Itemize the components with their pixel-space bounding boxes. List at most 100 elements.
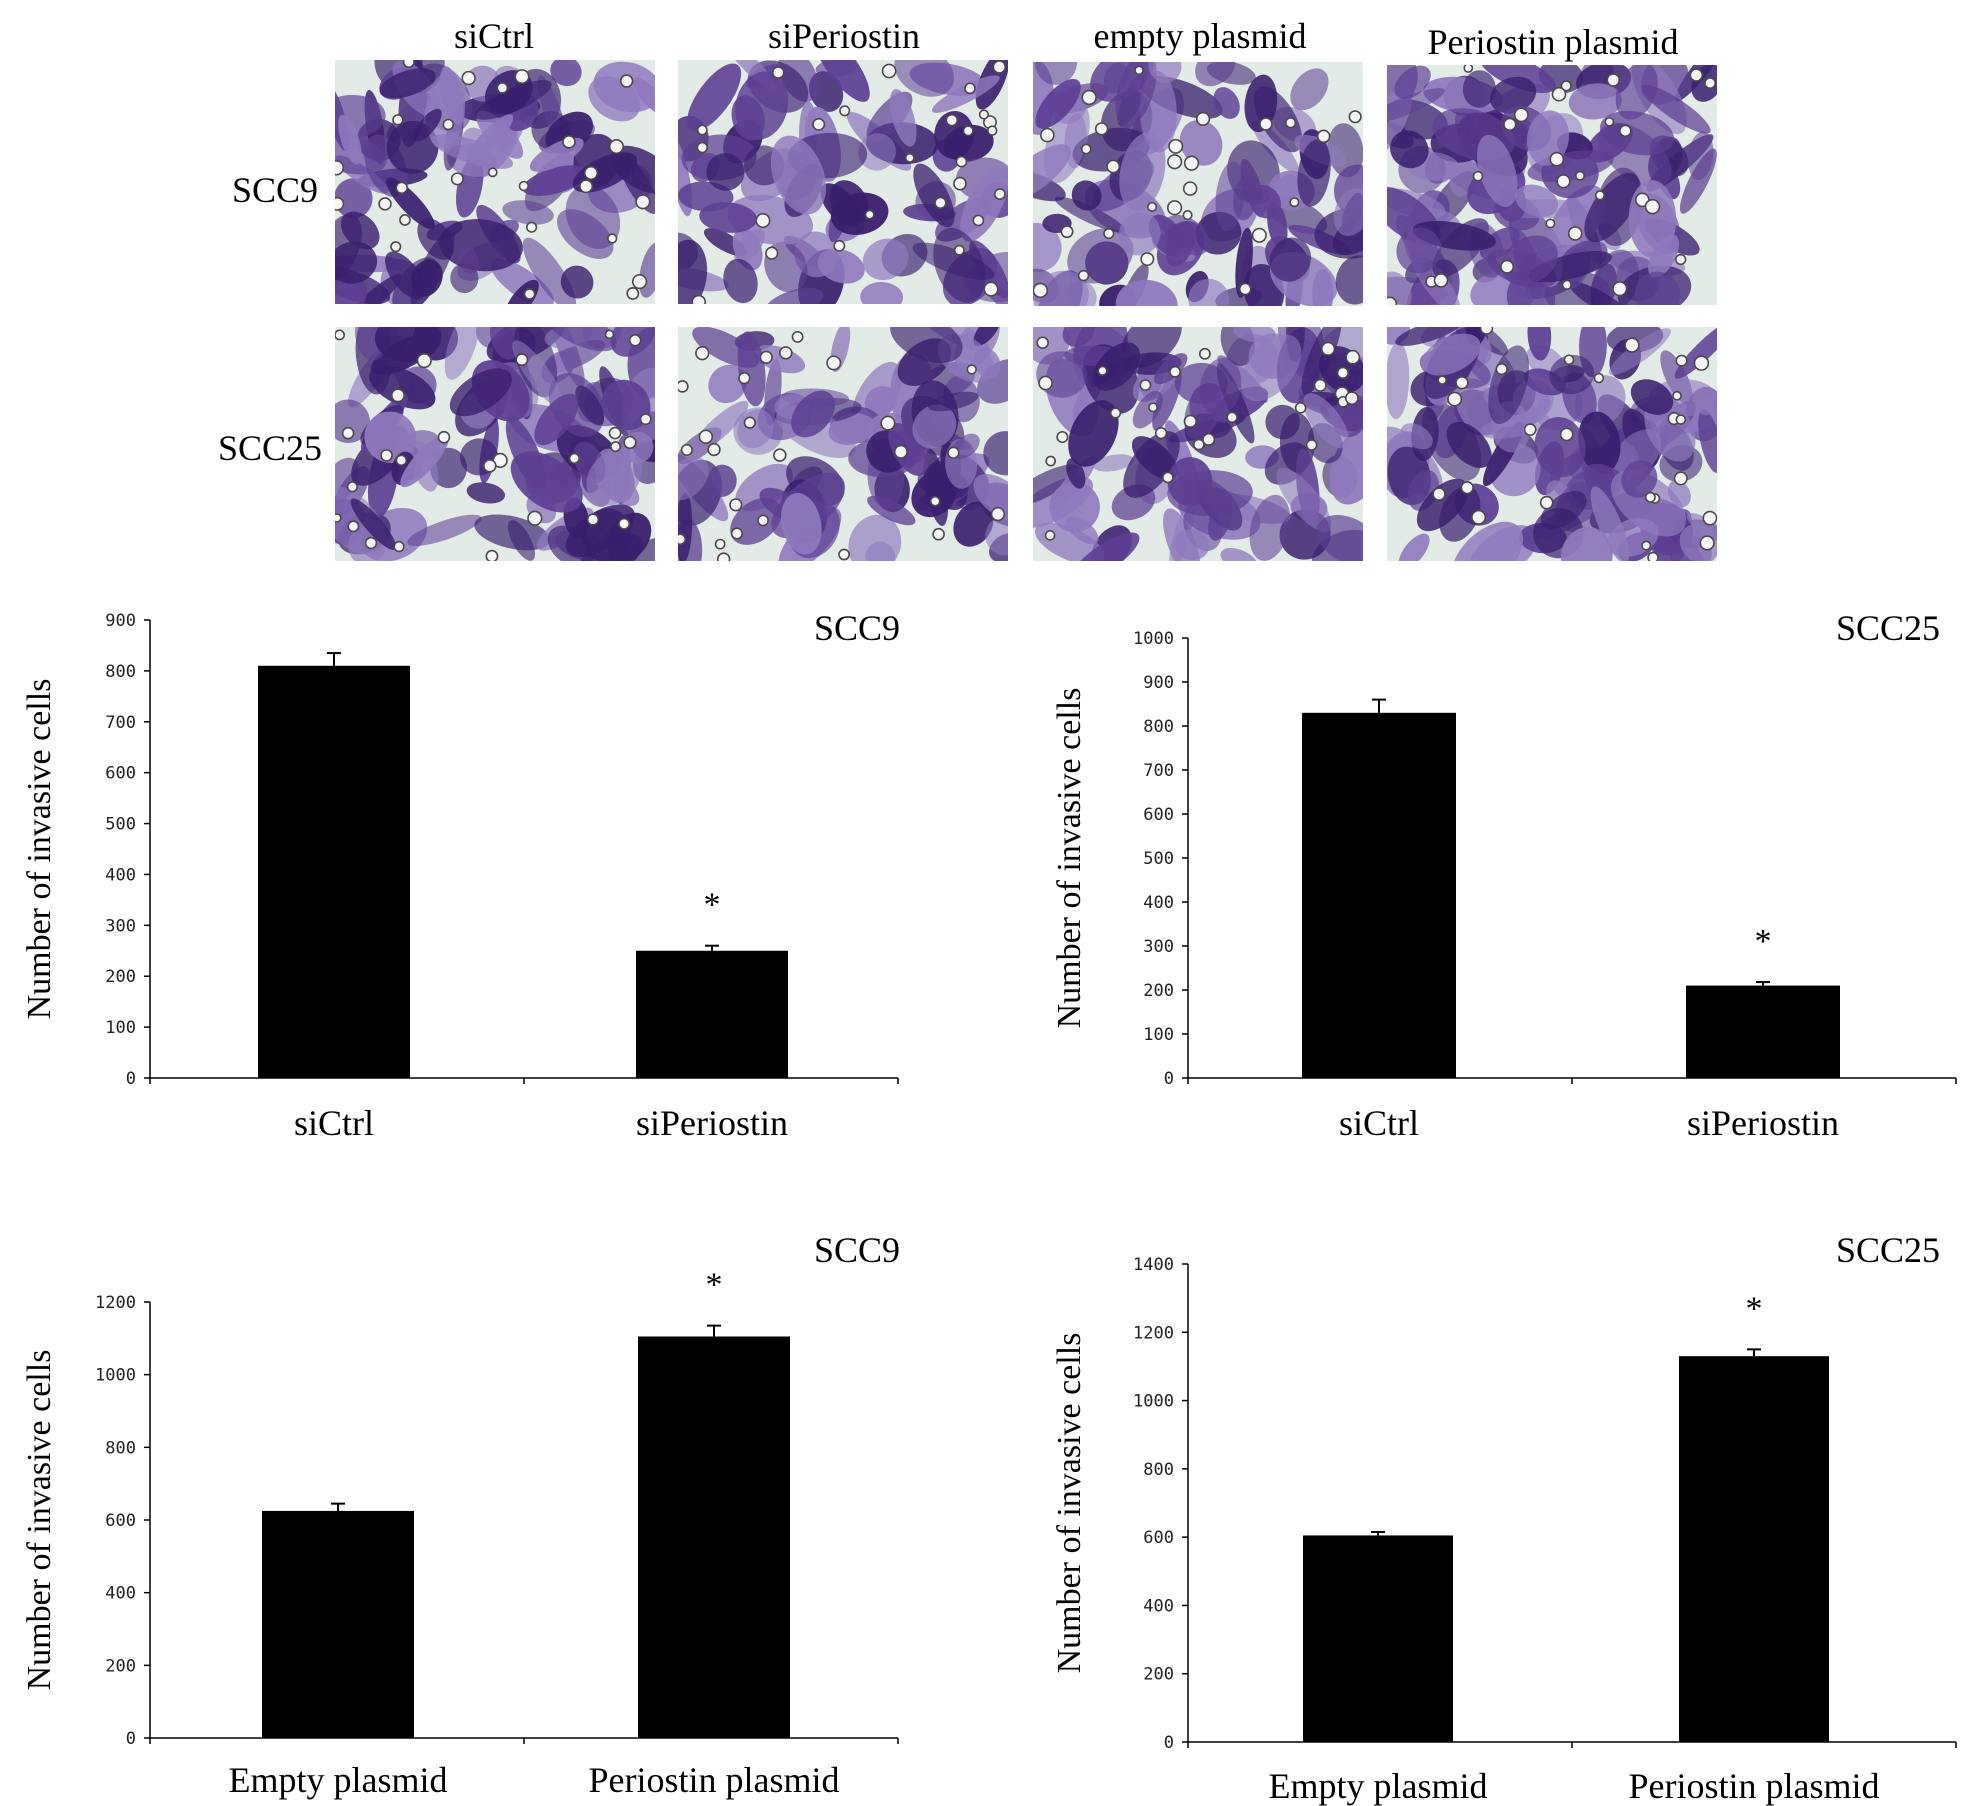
stained-cell <box>1251 119 1299 174</box>
membrane-pore <box>964 82 976 95</box>
stained-cell <box>1115 279 1178 306</box>
y-tick-label: 600 <box>1143 1528 1174 1548</box>
chart-title: SCC25 <box>1836 1230 1940 1270</box>
membrane-pore <box>1147 201 1158 213</box>
membrane-pore <box>1033 282 1049 299</box>
stained-cell <box>1062 327 1095 347</box>
membrane-pore <box>485 549 499 561</box>
membrane-pore <box>1387 296 1398 305</box>
stained-cell <box>860 282 904 304</box>
y-tick-label: 800 <box>1143 717 1174 737</box>
stained-cell <box>706 153 745 191</box>
micrograph-texture <box>678 327 1008 561</box>
membrane-pore <box>1305 439 1318 451</box>
membrane-pore <box>1345 349 1361 365</box>
column-label-empty-plasmid: empty plasmid <box>1093 16 1307 56</box>
stained-cell <box>1578 411 1621 474</box>
stained-cell <box>1213 87 1240 119</box>
membrane-pore <box>347 520 360 533</box>
stained-cell <box>338 273 402 304</box>
membrane-pore <box>743 416 756 429</box>
stained-cell <box>708 364 747 404</box>
stained-cell <box>410 230 455 304</box>
membrane-pore <box>450 172 464 186</box>
stained-cell <box>1233 175 1258 221</box>
stained-cell <box>369 365 436 410</box>
membrane-pore <box>483 459 497 473</box>
membrane-pore <box>773 448 787 462</box>
stained-cell <box>687 63 742 132</box>
stained-cell <box>601 379 651 431</box>
membrane-pore <box>1183 414 1198 429</box>
stained-cell <box>407 514 482 546</box>
y-tick-label: 900 <box>105 611 136 631</box>
stained-cell <box>678 492 693 561</box>
stained-cell <box>1395 327 1463 346</box>
stained-cell <box>1188 278 1230 306</box>
membrane-pore <box>1056 430 1069 444</box>
y-tick-label: 200 <box>1143 1665 1174 1685</box>
membrane-pore <box>487 167 498 178</box>
membrane-pore <box>1109 407 1122 419</box>
stained-cell <box>912 404 957 449</box>
membrane-pore <box>1551 86 1567 102</box>
membrane-pore <box>1106 159 1121 174</box>
membrane-pore <box>1094 122 1109 136</box>
stained-cell <box>560 265 594 299</box>
membrane-pore <box>1226 411 1238 424</box>
stained-cell <box>765 287 824 304</box>
stained-cell <box>1687 131 1714 181</box>
stained-cell <box>507 520 536 561</box>
stained-cell <box>1451 521 1524 561</box>
stained-cell <box>1148 62 1182 83</box>
y-tick-label: 300 <box>105 916 136 936</box>
membrane-pore <box>833 239 846 252</box>
stained-cell <box>1569 281 1632 305</box>
membrane-pore <box>1433 273 1449 288</box>
category-label: Periostin plasmid <box>1629 1766 1880 1806</box>
stained-cell <box>1489 76 1537 114</box>
stained-cell <box>678 239 708 304</box>
membrane-pore <box>1081 89 1097 106</box>
category-label: siPeriostin <box>1687 1103 1839 1143</box>
membrane-pore <box>626 287 640 300</box>
micrograph-scc25-siperiostin <box>678 327 1008 561</box>
stained-cell <box>1119 132 1166 211</box>
y-axis-label: Number of invasive cells <box>21 679 58 1020</box>
membrane-pore <box>929 495 941 507</box>
stained-cell <box>400 434 449 488</box>
membrane-pore <box>390 241 402 253</box>
membrane-pore <box>1567 226 1583 241</box>
stained-cell <box>350 498 397 551</box>
membrane-pore <box>771 66 785 79</box>
stained-cell <box>1273 174 1300 204</box>
membrane-pore <box>729 498 743 512</box>
membrane-pore <box>1060 225 1074 239</box>
membrane-pore <box>1702 510 1717 526</box>
y-tick-label: 800 <box>105 662 136 682</box>
membrane-pore <box>978 109 990 120</box>
stained-cell <box>1179 119 1223 166</box>
membrane-pore <box>639 413 652 426</box>
membrane-pore <box>1460 481 1474 495</box>
membrane-pore <box>607 233 618 244</box>
stained-cell <box>458 246 479 274</box>
y-tick-label: 400 <box>1143 893 1174 913</box>
membrane-pore <box>395 181 409 195</box>
membrane-pore <box>631 273 648 290</box>
membrane-pore <box>714 538 726 550</box>
stained-cell <box>1387 271 1412 305</box>
membrane-pore <box>904 152 915 163</box>
membrane-pore <box>568 452 580 465</box>
membrane-pore <box>378 197 392 211</box>
y-axis-label: Number of invasive cells <box>1051 688 1088 1029</box>
stained-cell <box>1514 184 1559 218</box>
membrane-pore <box>1495 362 1508 376</box>
membrane-pore <box>730 527 744 540</box>
stained-cell <box>913 163 955 228</box>
membrane-pore <box>1316 129 1331 144</box>
membrane-pore <box>1675 414 1687 425</box>
membrane-pore <box>839 105 851 117</box>
stained-cell <box>699 202 757 233</box>
bar-chart-scc9-plasmid: 0 200 400 600 800 1000 1200 Number of invasive … <box>21 1230 900 1800</box>
